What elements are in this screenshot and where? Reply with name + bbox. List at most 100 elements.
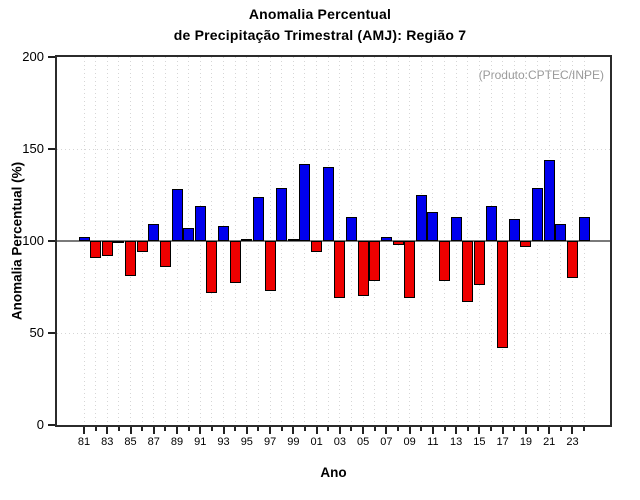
bar-1995	[241, 239, 253, 242]
y-tick-label: 0	[36, 417, 44, 432]
x-axis-tick	[141, 427, 144, 431]
bar-1996	[252, 196, 264, 241]
baseline-100pct	[57, 240, 610, 242]
bar-1997	[264, 241, 276, 291]
x-axis-tick	[478, 427, 481, 434]
bar-1990	[183, 228, 195, 241]
x-axis-tick	[164, 427, 167, 431]
bar-1994	[229, 241, 241, 284]
x-axis-tick	[269, 427, 272, 434]
bar-2023	[566, 241, 578, 278]
bar-2013	[450, 217, 462, 241]
x-tick-label: 15	[473, 436, 486, 448]
x-tick-label: 93	[217, 436, 230, 448]
x-axis-tick	[280, 427, 283, 431]
x-axis-tick	[234, 427, 237, 431]
chart-title-line2: de Precipitação Trimestral (AMJ): Região…	[173, 27, 467, 43]
bar-2015	[473, 241, 485, 286]
x-axis-tick	[245, 427, 248, 434]
x-axis-tick	[187, 427, 190, 431]
bar-2016	[485, 206, 497, 241]
x-axis-tick	[315, 427, 318, 434]
bar-1993	[218, 226, 230, 241]
bar-2011	[427, 211, 439, 241]
x-axis-tick	[466, 427, 469, 431]
x-axis-tick	[327, 427, 330, 431]
x-axis-tick	[443, 427, 446, 431]
x-tick-label: 87	[147, 436, 160, 448]
x-tick-label: 11	[427, 436, 439, 448]
x-tick-label: 23	[566, 436, 579, 448]
bar-1992	[206, 241, 218, 293]
bar-2004	[345, 217, 357, 241]
x-axis-tick	[94, 427, 97, 431]
x-axis-tick	[362, 427, 365, 434]
x-axis-tick	[583, 427, 586, 431]
bar-2010	[415, 195, 427, 241]
gridline-horizontal	[57, 333, 610, 334]
x-axis-tick	[513, 427, 516, 431]
x-tick-label: 19	[519, 436, 533, 448]
x-axis-tick	[176, 427, 179, 434]
x-tick-label: 05	[356, 436, 370, 448]
bar-2008	[392, 241, 404, 245]
x-axis-tick	[490, 427, 493, 431]
x-axis-tick	[292, 427, 295, 434]
x-axis-tick	[83, 427, 85, 434]
bar-2005	[357, 241, 369, 297]
x-tick-label: 09	[403, 436, 416, 448]
x-tick-label: 99	[287, 436, 300, 448]
y-tick-label: 200	[22, 49, 44, 64]
x-tick-label: 21	[543, 436, 556, 448]
bar-2017	[497, 241, 509, 348]
x-axis-tick	[524, 427, 527, 434]
y-tick-label: 50	[29, 325, 44, 340]
x-tick-label: 91	[194, 436, 207, 448]
chart-title-line1: Anomalia Percentual	[248, 6, 392, 22]
gridline-horizontal	[57, 149, 610, 150]
source-annotation: (Produto:CPTEC/INPE)	[478, 68, 604, 82]
x-axis-tick	[257, 427, 260, 431]
x-axis-tick	[431, 427, 434, 434]
x-axis-tick	[373, 427, 376, 431]
x-axis-tick	[350, 427, 353, 431]
x-tick-label: 07	[380, 436, 393, 448]
bar-2020	[532, 187, 544, 241]
x-axis-tick	[129, 427, 132, 434]
y-tick-label: 100	[22, 233, 44, 248]
bar-1981	[78, 237, 90, 241]
bar-2009	[404, 241, 416, 299]
bar-2018	[508, 218, 520, 241]
x-axis-tick	[397, 427, 399, 431]
x-tick-label: 85	[124, 436, 137, 448]
x-axis-tick	[303, 427, 306, 431]
bar-2019	[520, 241, 532, 247]
x-axis-tick	[152, 427, 155, 434]
x-axis-tick	[222, 427, 225, 434]
y-tick-label: 150	[22, 141, 44, 156]
bar-1986	[136, 241, 148, 253]
x-tick-label: 03	[333, 436, 346, 448]
bar-2006	[369, 241, 381, 282]
bar-2000	[299, 163, 311, 241]
x-axis-tick	[571, 427, 574, 434]
bar-2001	[311, 241, 323, 253]
x-tick-label: 17	[496, 436, 509, 448]
bar-1983	[101, 241, 113, 256]
x-axis-tick	[420, 427, 423, 431]
x-axis-tick	[548, 427, 551, 434]
x-tick-label: 01	[310, 436, 323, 448]
bar-2022	[555, 224, 567, 241]
bar-1985	[125, 241, 137, 276]
y-axis-tick	[48, 332, 55, 334]
bar-2002	[322, 167, 334, 241]
bar-1998	[276, 187, 288, 241]
x-tick-label: 89	[170, 436, 184, 448]
x-tick-label: 83	[101, 436, 114, 448]
bar-2021	[543, 160, 555, 241]
x-axis-label: Ano	[320, 465, 347, 480]
x-axis-tick	[385, 427, 388, 434]
x-axis-tick	[408, 427, 411, 434]
x-tick-label: 13	[450, 436, 463, 448]
